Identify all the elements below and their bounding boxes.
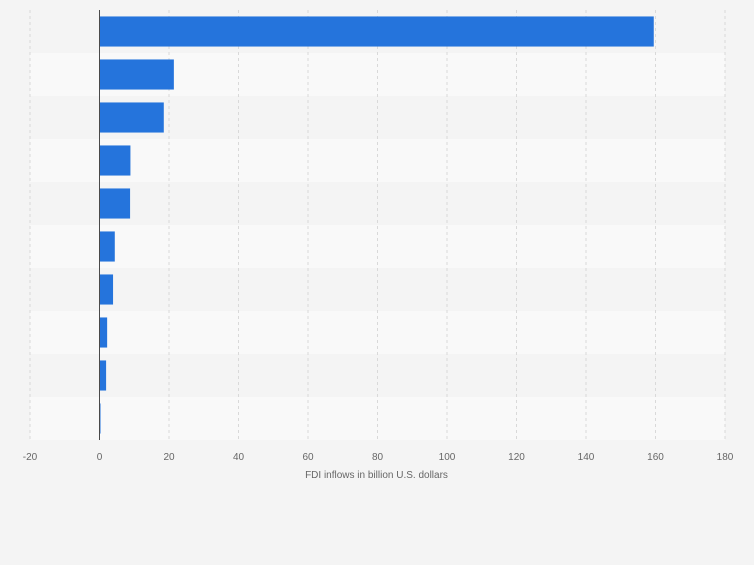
x-tick-label: 140: [578, 452, 595, 463]
bar[interactable]: [99, 145, 131, 176]
bar[interactable]: [99, 59, 174, 90]
x-axis-label: FDI inflows in billion U.S. dollars: [305, 470, 448, 481]
bar[interactable]: [99, 231, 115, 262]
bar[interactable]: [99, 274, 114, 305]
bar[interactable]: [99, 360, 107, 391]
bar[interactable]: [99, 102, 164, 133]
bar[interactable]: [99, 317, 108, 348]
x-tick-labels: -20 0 20 40 60 80 100 120 140 160 180: [23, 452, 734, 463]
x-tick-label: 80: [372, 452, 384, 463]
x-tick-label: 20: [163, 452, 175, 463]
bar[interactable]: [99, 16, 654, 47]
x-tick-label: -20: [23, 452, 38, 463]
x-tick-label: 0: [97, 452, 103, 463]
x-tick-label: 180: [717, 452, 734, 463]
x-tick-label: 40: [233, 452, 245, 463]
bar[interactable]: [99, 188, 131, 219]
x-tick-label: 160: [647, 452, 664, 463]
bars: [99, 16, 654, 434]
x-tick-label: 120: [508, 452, 525, 463]
x-tick-label: 60: [302, 452, 314, 463]
x-tick-label: 100: [439, 452, 456, 463]
